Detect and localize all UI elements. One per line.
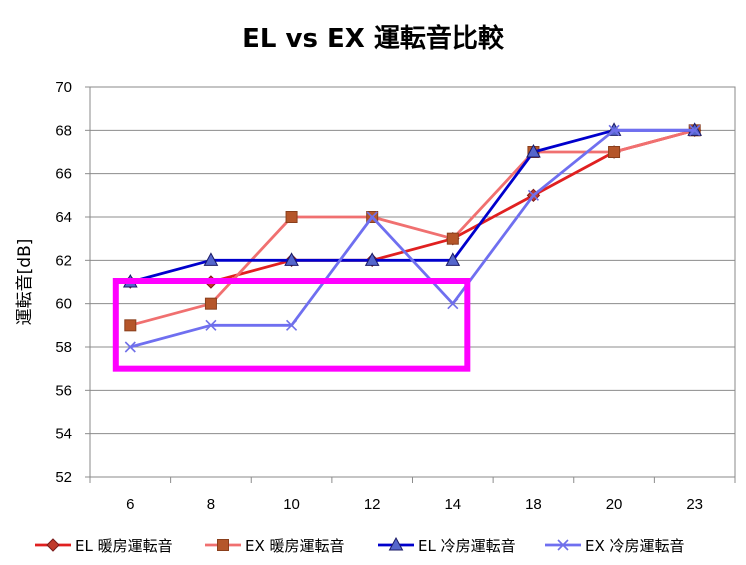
x-tick-label: 10 [283, 496, 300, 513]
data-point [446, 232, 459, 245]
y-axis-label: 運転音[dB] [15, 239, 35, 326]
series-line [129, 128, 696, 327]
y-tick-label: 60 [55, 296, 72, 313]
x-tick-label: 6 [126, 496, 134, 513]
legend-label: EX 冷房運転音 [585, 537, 685, 555]
data-point [526, 143, 541, 158]
legend-marker [557, 539, 569, 551]
data-point [364, 252, 380, 266]
data-point [285, 211, 298, 223]
data-point [527, 189, 540, 201]
legend-item: EL 冷房運転音 [378, 536, 516, 555]
data-point [203, 252, 219, 266]
legend-item: EX 冷房運転音 [545, 537, 685, 555]
x-tick-label: 20 [606, 496, 623, 513]
legend-marker [388, 536, 404, 551]
data-point [608, 124, 620, 136]
data-point [205, 319, 217, 331]
data-point [284, 252, 299, 266]
y-tick-label: 70 [55, 79, 72, 96]
y-tick-label: 66 [55, 166, 72, 183]
data-point [608, 146, 621, 158]
x-axis-ticks: 6 8 10 12 14 18 20 23 [89, 477, 736, 513]
series-4 [124, 124, 701, 353]
series-group [122, 122, 703, 353]
y-tick-label: 62 [55, 252, 72, 269]
series-2 [124, 124, 701, 332]
x-tick-label: 12 [364, 496, 381, 513]
y-tick-label: 56 [55, 382, 72, 399]
x-tick-label: 14 [444, 496, 461, 513]
data-point [689, 124, 701, 136]
x-tick-label: 18 [525, 496, 542, 513]
legend-item: EX 暖房運転音 [205, 537, 345, 555]
x-tick-label: 23 [686, 496, 703, 513]
highlight-rectangle [112, 278, 471, 372]
data-point [124, 341, 136, 353]
x-tick-label: 8 [207, 496, 215, 513]
data-point [285, 319, 298, 331]
y-tick-label: 54 [55, 426, 72, 443]
legend-marker [217, 539, 229, 551]
legend-marker [46, 538, 60, 552]
chart-title: EL vs EX 運転音比較 [242, 23, 505, 54]
legend-label: EL 暖房運転音 [75, 537, 173, 555]
data-point [445, 252, 461, 266]
data-point [447, 298, 459, 310]
y-tick-label: 64 [55, 209, 72, 226]
y-tick-label: 68 [55, 122, 72, 139]
y-tick-label: 58 [55, 339, 72, 356]
legend-label: EL 冷房運転音 [418, 537, 516, 555]
y-tick-label: 52 [55, 469, 72, 486]
data-point [366, 211, 378, 223]
y-axis-ticks: 52 54 56 58 60 62 64 66 68 70 [55, 79, 90, 486]
series-line [129, 128, 695, 349]
data-point [124, 319, 137, 332]
legend: EL 暖房運転音 EX 暖房運転音 EL 冷房運転音 EX 冷房運転音 [35, 536, 685, 555]
legend-label: EX 暖房運転音 [245, 537, 345, 555]
legend-item: EL 暖房運転音 [35, 537, 173, 555]
data-point [204, 297, 217, 310]
